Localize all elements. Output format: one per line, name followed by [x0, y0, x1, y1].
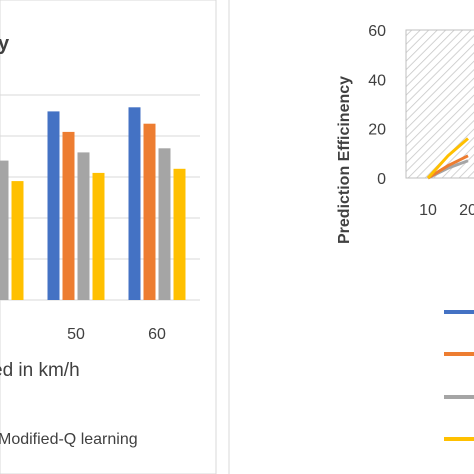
- left-bar: [92, 172, 105, 300]
- right-series-line: [426, 137, 469, 180]
- left-x-tick-label: 50: [67, 326, 85, 343]
- left-legend-entry: Modified-Q learning: [0, 431, 138, 448]
- right-x-tick-label: 10: [419, 202, 437, 219]
- left-bar: [77, 152, 90, 300]
- left-bars: [0, 107, 186, 301]
- right-y-tick-labels: 60 40 20 0: [368, 23, 386, 188]
- left-x-tick-label: 60: [148, 326, 166, 343]
- right-y-tick-label: 60: [368, 23, 386, 40]
- right-y-tick-label: 20: [368, 122, 386, 139]
- left-chart-title-fragment: y: [0, 33, 10, 55]
- right-y-axis-title: Prediction Efficinency: [336, 76, 353, 244]
- right-x-tick-label: 20: [459, 202, 474, 219]
- left-bar: [47, 111, 60, 301]
- right-x-tick-labels: 10 20: [419, 202, 474, 219]
- left-bar: [173, 168, 186, 300]
- left-bar-chart: y 05060 ed in km/h Modified-Q learning: [0, 0, 217, 474]
- right-series-line: [427, 154, 469, 180]
- right-line-chart: 60 40 20 0 10 20 Prediction Efficinency: [336, 23, 474, 441]
- left-x-tick-labels: 05060: [67, 326, 166, 343]
- left-bar: [143, 123, 156, 300]
- left-bar: [0, 160, 9, 300]
- right-y-tick-label: 40: [368, 72, 386, 89]
- left-bar: [158, 148, 171, 300]
- left-bar: [62, 131, 75, 300]
- left-bar: [128, 107, 141, 300]
- right-series-lines: [426, 137, 469, 180]
- left-bar: [11, 181, 24, 300]
- right-plot-area: [405, 29, 474, 179]
- right-legend: [444, 310, 474, 441]
- left-x-axis-title: ed in km/h: [0, 360, 80, 381]
- right-y-tick-label: 0: [377, 171, 386, 188]
